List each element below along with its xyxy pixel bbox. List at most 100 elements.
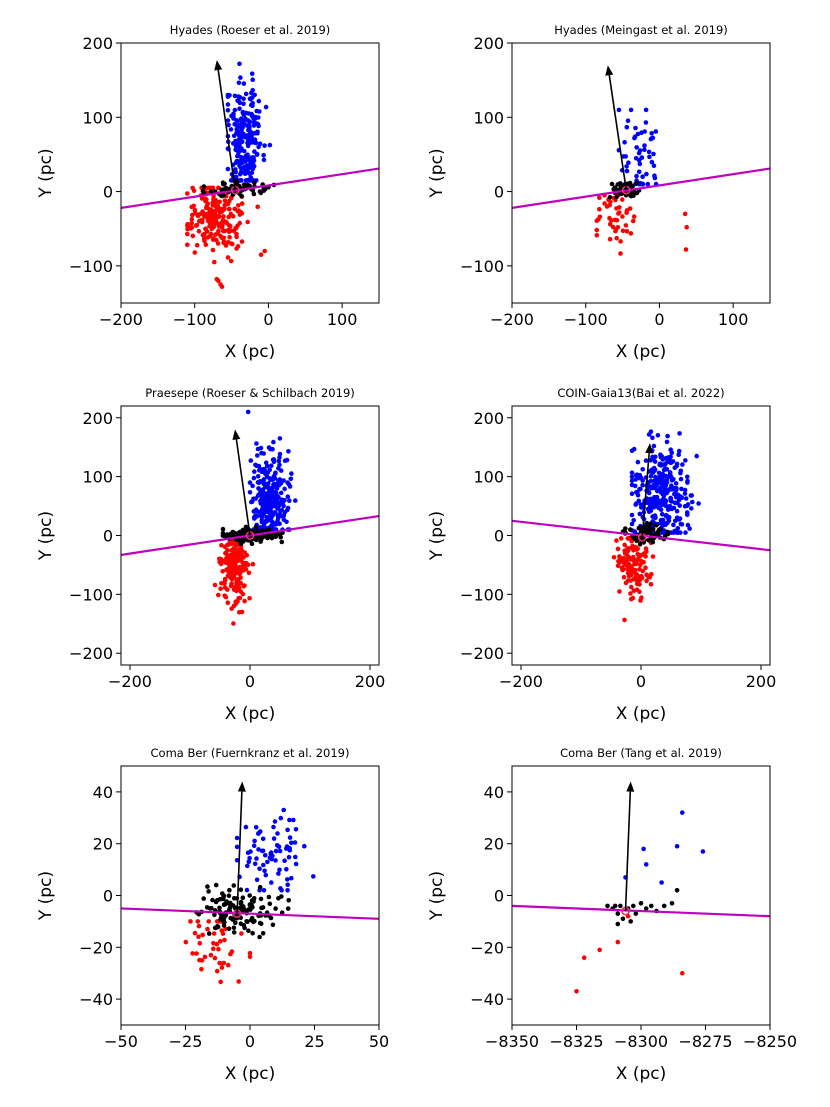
- data-point: [262, 853, 268, 858]
- data-point: [265, 503, 270, 508]
- data-point: [632, 483, 638, 489]
- data-point: [243, 824, 249, 830]
- data-point: [236, 584, 242, 590]
- data-point: [635, 131, 641, 137]
- data-point: [680, 462, 685, 467]
- data-point: [278, 886, 283, 891]
- data-point: [259, 528, 265, 534]
- data-point: [248, 155, 254, 160]
- motion-arrow-shaft: [624, 791, 632, 912]
- plot-area: [121, 60, 379, 290]
- motion-arrow-shaft: [236, 791, 243, 914]
- data-point: [648, 496, 653, 502]
- data-point: [311, 874, 316, 879]
- data-point: [660, 517, 666, 523]
- data-point: [216, 592, 221, 598]
- motion-arrow-shaft: [217, 69, 237, 191]
- data-point: [273, 848, 279, 854]
- data-point: [231, 546, 236, 551]
- data-point: [639, 558, 644, 564]
- data-point: [227, 234, 232, 240]
- panel-1: −200 −100 0 100 −100 0 100 200 Hyades (Roeser et…: [36, 23, 380, 362]
- data-point: [623, 223, 629, 228]
- data-point: [629, 584, 634, 590]
- data-point: [226, 229, 232, 235]
- data-point: [200, 932, 205, 938]
- series-upper: [623, 810, 706, 885]
- data-point: [226, 926, 232, 931]
- data-point: [272, 819, 278, 824]
- data-point: [628, 231, 634, 236]
- data-point: [221, 181, 226, 187]
- y-axis-label: Y (pc): [36, 511, 56, 561]
- data-point: [257, 467, 262, 473]
- x-tick-label: −8350: [485, 1032, 539, 1051]
- data-point: [615, 921, 621, 927]
- data-point: [219, 206, 225, 212]
- data-point: [273, 470, 278, 476]
- data-point: [279, 894, 284, 899]
- data-point: [247, 893, 252, 898]
- data-point: [247, 490, 253, 495]
- data-point: [235, 223, 240, 229]
- data-point: [210, 897, 215, 903]
- data-point: [680, 810, 685, 815]
- data-point: [285, 877, 290, 882]
- data-point: [196, 934, 201, 939]
- panel-title: Hyades (Roeser et al. 2019): [170, 23, 331, 37]
- data-point: [252, 838, 257, 844]
- series-upper: [616, 107, 659, 187]
- data-point: [229, 532, 234, 537]
- data-point: [244, 887, 250, 893]
- data-point: [251, 191, 257, 197]
- data-point: [674, 494, 679, 500]
- data-point: [607, 195, 613, 200]
- data-point: [272, 498, 277, 503]
- panel-title: Coma Ber (Fuernkranz et al. 2019): [151, 746, 350, 760]
- data-point: [614, 235, 619, 241]
- data-point: [261, 157, 267, 163]
- data-point: [659, 502, 665, 508]
- data-point: [669, 450, 675, 456]
- data-point: [685, 480, 690, 485]
- axes-frame: [511, 765, 771, 1026]
- data-point: [190, 951, 195, 956]
- data-point: [617, 205, 622, 210]
- data-point: [682, 211, 688, 217]
- data-point: [242, 550, 247, 555]
- data-point: [658, 526, 663, 532]
- data-point: [286, 898, 292, 903]
- data-point: [633, 502, 638, 507]
- data-point: [243, 167, 249, 173]
- data-point: [629, 474, 635, 480]
- y-tick-label: 100: [82, 468, 113, 487]
- data-point: [257, 109, 262, 114]
- x-tick-label: −25: [169, 1032, 203, 1051]
- data-point: [628, 527, 633, 532]
- data-point: [235, 118, 240, 124]
- data-point: [234, 231, 239, 237]
- data-point: [620, 197, 625, 202]
- plot-area: [121, 781, 379, 985]
- x-tick-label: −200: [108, 672, 152, 691]
- data-point: [214, 220, 220, 225]
- data-point: [663, 503, 669, 509]
- data-point: [254, 529, 260, 534]
- data-point: [193, 210, 198, 216]
- data-point: [282, 858, 287, 863]
- data-point: [232, 568, 238, 574]
- data-point: [259, 848, 265, 854]
- data-point: [241, 554, 246, 560]
- data-point: [235, 599, 240, 604]
- y-axis-label: Y (pc): [427, 871, 447, 921]
- data-point: [631, 569, 637, 574]
- data-point: [219, 543, 224, 548]
- data-point: [618, 251, 623, 256]
- series-lower: [185, 185, 268, 290]
- data-point: [254, 877, 260, 883]
- data-point: [226, 893, 232, 898]
- data-point: [618, 536, 624, 541]
- data-point: [192, 930, 198, 936]
- data-point: [240, 895, 246, 900]
- x-tick-label: −8300: [614, 1032, 668, 1051]
